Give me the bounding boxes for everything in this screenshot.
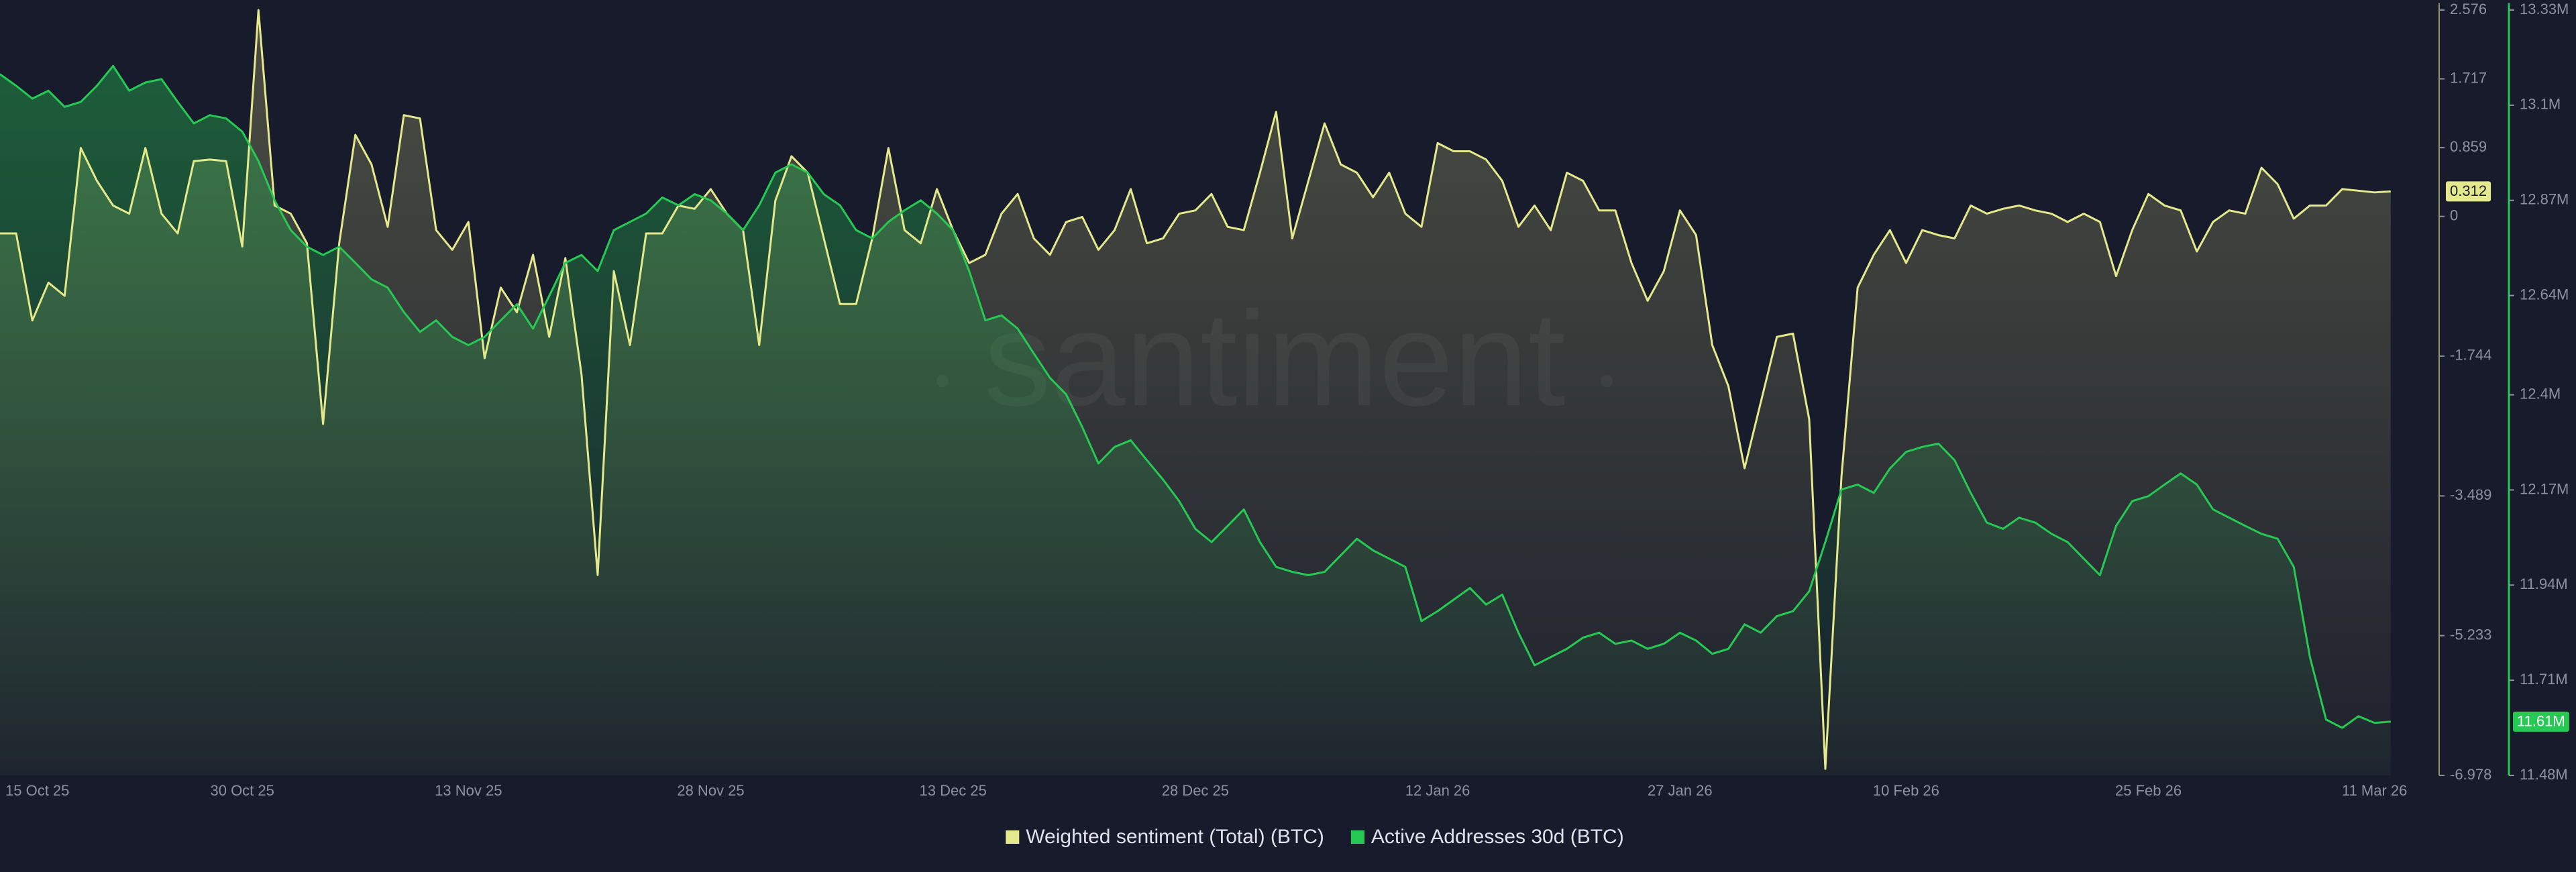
last-value-badge — [2446, 181, 2491, 202]
y2-tick-label: 12.64M — [2520, 286, 2569, 303]
x-tick-label: 27 Jan 26 — [1648, 782, 1713, 799]
x-tick-label: 28 Nov 25 — [677, 782, 744, 799]
y2-tick-label: 11.48M — [2520, 766, 2568, 783]
last-value-badge — [2513, 711, 2569, 732]
y-tick-label: -1.744 — [2450, 347, 2491, 364]
x-tick-label: 13 Nov 25 — [435, 782, 502, 799]
x-tick-label: 10 Feb 26 — [1873, 782, 1939, 799]
y-tick-label: 0 — [2450, 207, 2458, 223]
areas — [0, 10, 2391, 775]
x-tick-label: 12 Jan 26 — [1405, 782, 1470, 799]
axes: 15 Oct 25 30 Oct 25 13 Nov 25 28 Nov 25 13 D… — [5, 1, 2569, 799]
series-line — [0, 9, 2391, 770]
series-area — [0, 66, 2391, 775]
legend: Weighted sentiment (Total) (BTC) Active A… — [1006, 826, 1624, 848]
y-tick-label: -3.489 — [2450, 486, 2491, 503]
x-tick-label: 30 Oct 25 — [210, 782, 274, 799]
x-tick-label: 15 Oct 25 — [5, 782, 69, 799]
y2-tick-label: 12.17M — [2520, 480, 2569, 497]
x-tick-label: 28 Dec 25 — [1162, 782, 1229, 799]
y2-tick-label: 13.33M — [2520, 1, 2569, 17]
y-tick-label: 0.859 — [2450, 138, 2487, 155]
y-tick-label: 2.576 — [2450, 1, 2487, 17]
y2-tick-label: 12.4M — [2520, 385, 2561, 402]
legend-swatch — [1350, 830, 1364, 844]
x-tick-label: 13 Dec 25 — [920, 782, 987, 799]
last-value-label: 11.61M — [2517, 713, 2565, 730]
x-tick-label: 25 Feb 26 — [2115, 782, 2182, 799]
last-value-label: 0.312 — [2450, 182, 2487, 199]
x-tick-label: 11 Mar 26 — [2342, 782, 2407, 799]
legend-label: Active Addresses 30d (BTC) — [1371, 826, 1624, 848]
legend-label: Weighted sentiment (Total) (BTC) — [1026, 826, 1324, 848]
y-tick-label: -5.233 — [2450, 626, 2491, 643]
y-tick-label: -6.978 — [2450, 766, 2491, 783]
y2-tick-label: 13.1M — [2520, 96, 2561, 113]
y2-tick-label: 12.87M — [2520, 191, 2569, 208]
y-tick-label: 1.717 — [2450, 69, 2487, 86]
y2-tick-label: 11.94M — [2520, 576, 2568, 592]
series-line — [0, 64, 2391, 729]
legend-swatch — [1006, 830, 1020, 844]
y2-tick-label: 11.71M — [2520, 671, 2568, 688]
lines — [0, 9, 2391, 770]
